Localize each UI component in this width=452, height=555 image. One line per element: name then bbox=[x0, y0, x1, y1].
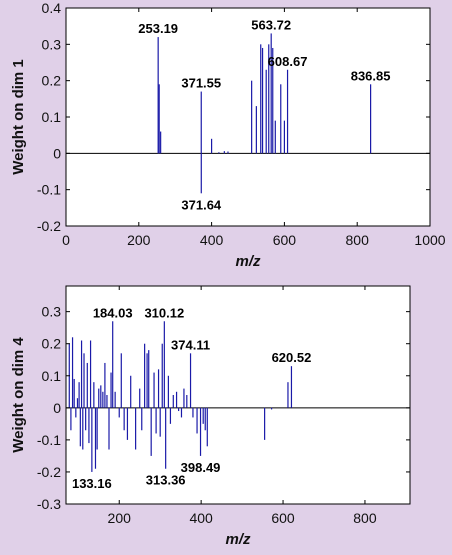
y-tick-label: 0.1 bbox=[42, 368, 62, 384]
y-tick-label: 0.1 bbox=[42, 109, 62, 125]
x-tick-label: 1000 bbox=[414, 232, 445, 248]
peak-label: 313.36 bbox=[146, 473, 186, 488]
y-axis-label: Weight on dim 1 bbox=[10, 59, 27, 175]
peak-label: 398.49 bbox=[181, 460, 221, 475]
y-tick-label: 0 bbox=[53, 145, 61, 161]
x-tick-label: 600 bbox=[271, 510, 295, 526]
peak-label: 374.11 bbox=[171, 337, 210, 352]
x-tick-label: 800 bbox=[353, 510, 377, 526]
y-tick-label: 0.2 bbox=[42, 73, 62, 89]
y-tick-label: 0.3 bbox=[42, 304, 62, 320]
x-tick-label: 0 bbox=[62, 232, 70, 248]
peak-label: 371.55 bbox=[181, 76, 221, 91]
peak-label: 563.72 bbox=[251, 17, 291, 32]
y-tick-label: -0.3 bbox=[37, 496, 61, 512]
x-tick-label: 400 bbox=[189, 510, 213, 526]
x-axis-label: m/z bbox=[225, 531, 251, 548]
y-tick-label: -0.2 bbox=[37, 464, 61, 480]
plot-area bbox=[65, 285, 411, 505]
y-tick-label: -0.1 bbox=[37, 182, 61, 198]
chart-dim1: 0 200 400 600 800 1000 -0.2 -0.1 0 0.1 0.2 0.3 0.4 m/… bbox=[10, 0, 446, 270]
x-tick-label: 400 bbox=[200, 232, 224, 248]
y-tick-label: 0 bbox=[53, 400, 61, 416]
x-axis-label: m/z bbox=[235, 253, 261, 270]
peak-label: 371.64 bbox=[181, 197, 222, 212]
y-tick-label: -0.2 bbox=[37, 218, 61, 234]
peak-label: 310.12 bbox=[144, 305, 184, 320]
peak-label: 253.19 bbox=[138, 21, 178, 36]
peak-label: 184.03 bbox=[93, 305, 133, 320]
y-axis-label: Weight on dim 4 bbox=[10, 337, 27, 453]
chart-dim4: 200 400 600 800 -0.3 -0.2 -0.1 0 0.1 0.2 0.3 m/z Wei… bbox=[10, 285, 411, 548]
y-tick-label: -0.1 bbox=[37, 432, 61, 448]
y-tick-label: 0.3 bbox=[42, 36, 62, 52]
plot-area bbox=[65, 7, 431, 227]
y-tick-label: 0.4 bbox=[42, 0, 62, 16]
x-tick-label: 200 bbox=[127, 232, 151, 248]
x-tick-label: 800 bbox=[346, 232, 370, 248]
x-tick-label: 200 bbox=[108, 510, 132, 526]
peak-label: 133.16 bbox=[72, 476, 112, 491]
peak-label: 836.85 bbox=[351, 68, 391, 83]
x-tick-label: 600 bbox=[273, 232, 297, 248]
peak-label: 620.52 bbox=[272, 350, 312, 365]
peak-label: 608.67 bbox=[268, 54, 308, 69]
y-tick-label: 0.2 bbox=[42, 336, 62, 352]
